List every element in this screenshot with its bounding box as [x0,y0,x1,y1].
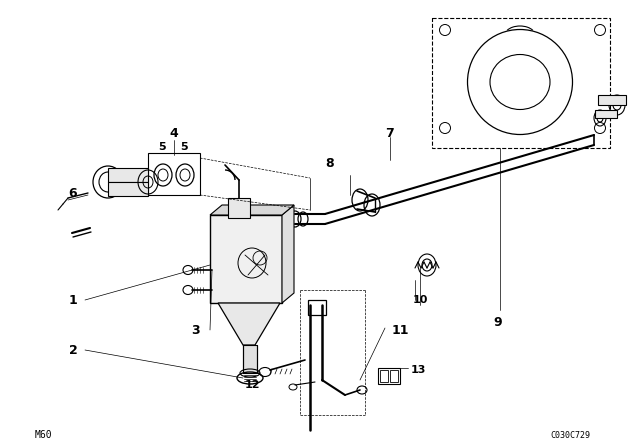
Text: 1: 1 [68,293,77,306]
Bar [108,168,148,182]
Bar [380,370,388,382]
Text: 11: 11 [391,323,409,336]
Text: M60: M60 [35,430,52,440]
Text: 5: 5 [158,142,166,152]
Text: 8: 8 [326,156,334,169]
Bar [598,95,626,105]
Polygon shape [282,205,294,303]
Text: 3: 3 [191,323,199,336]
Text: C030C729: C030C729 [550,431,590,439]
Text: 12: 12 [244,380,260,390]
Text: 6: 6 [68,186,77,199]
Bar [378,368,400,384]
Bar [108,182,148,196]
Bar [148,153,200,195]
Bar [595,110,617,118]
Bar [210,215,282,303]
Text: 9: 9 [493,315,502,328]
Bar [308,300,326,315]
Polygon shape [218,303,280,345]
Polygon shape [210,205,294,215]
Text: 13: 13 [410,365,426,375]
Text: 5: 5 [180,142,188,152]
Text: 10: 10 [412,295,428,305]
Bar [432,18,610,148]
Bar [390,370,398,382]
Text: 4: 4 [170,126,179,139]
Text: 2: 2 [68,344,77,357]
Bar [228,198,250,218]
Text: 7: 7 [386,126,394,139]
Bar [243,345,257,373]
